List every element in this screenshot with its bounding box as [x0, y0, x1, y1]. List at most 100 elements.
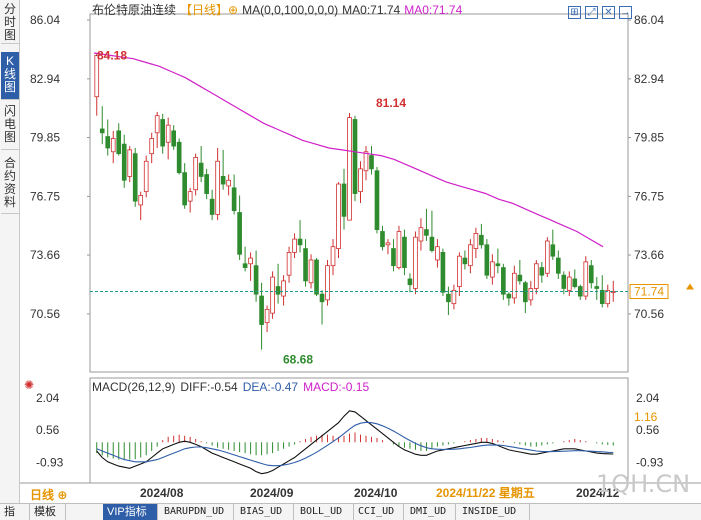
candle-body [297, 238, 303, 246]
macd-diff-value: 1.16 [634, 410, 658, 424]
current-price-label: 71.74 [634, 284, 664, 298]
candle-body [566, 276, 572, 291]
tab-cci[interactable]: CCI_UD [354, 504, 404, 520]
y-tick-label-right: 86.04 [634, 13, 664, 27]
candle-body [314, 259, 319, 295]
candle-body [550, 244, 556, 257]
candle-body [209, 198, 215, 215]
macd-y-label-left: 2.04 [36, 391, 60, 405]
candle-body [220, 176, 226, 185]
candle-body [468, 244, 473, 267]
period-button[interactable]: 日线 ⊕ [30, 488, 68, 502]
side-tab-contract-info[interactable]: 合约资料 [1, 154, 19, 214]
candle-body [242, 263, 248, 268]
main-frame [89, 13, 629, 373]
candle-body [588, 265, 594, 284]
macd-dea-line [96, 421, 614, 467]
window-controls: ⊞ ⤢ ✕ → [568, 2, 636, 19]
current-price-box [629, 283, 669, 299]
y-tick-label-left: 70.56 [30, 307, 60, 321]
side-tabs: 分时图 K线图 闪电图 合约资料 [0, 0, 20, 503]
instrument-title: 布伦特原油连续 [92, 3, 177, 17]
candle-body [341, 183, 347, 217]
tab-boll[interactable]: BOLL_UD [296, 504, 354, 520]
add-indicator-icon[interactable]: ⊕ [228, 3, 239, 17]
annotation-low: 68.68 [283, 353, 313, 367]
y-tick-label-right: 76.75 [634, 189, 664, 203]
annotation-peak: 81.14 [376, 96, 406, 110]
candle-body [512, 272, 517, 299]
side-tab-kline[interactable]: K线图 [1, 52, 19, 100]
candle-body [539, 267, 545, 276]
tab-templates[interactable]: 模板 [30, 504, 66, 520]
candle-body [259, 295, 264, 325]
macd-y-label-left: 0.56 [36, 423, 60, 437]
candle-body [352, 119, 358, 194]
close-icon[interactable]: ✕ [602, 6, 615, 19]
y-tick-label-left: 73.66 [30, 248, 60, 262]
candle-body [402, 236, 407, 268]
axis-labels: 86.04 86.04 82.94 82.94 79.85 79.85 76.75 76.75… [30, 13, 664, 500]
macd-y-label-right: 0.56 [636, 423, 660, 437]
candle-body [160, 119, 166, 147]
candle-body [308, 259, 314, 284]
side-tab-timeshare[interactable]: 分时图 [1, 0, 19, 44]
macd-y-label-left: -0.93 [36, 455, 64, 469]
candle-body [121, 143, 127, 181]
tab-barupdn[interactable]: BARUPDN_UD [160, 504, 234, 520]
candle-body [495, 263, 501, 267]
candle-body [385, 242, 391, 246]
ma-value: MA0:71.74 [342, 3, 401, 17]
x-axis-label: 2024/09 [250, 486, 294, 500]
candle-body [501, 267, 506, 295]
bottom-tabs: 指标 模板 VIP指标 BARUPDN_UD BIAS_UD BOLL_UD C… [0, 503, 701, 520]
tab-bias[interactable]: BIAS_UD [236, 504, 294, 520]
candle-body [110, 138, 116, 153]
candle-body [204, 174, 209, 194]
candle-body [544, 240, 550, 274]
candle-body [292, 238, 297, 253]
candle-body [319, 293, 325, 303]
candle-body [599, 289, 605, 305]
candle-body [330, 246, 336, 267]
candle-body [446, 293, 451, 303]
tab-dmi[interactable]: DMI_UD [406, 504, 456, 520]
candle-body [418, 227, 424, 242]
side-tab-flash[interactable]: 闪电图 [1, 102, 19, 150]
candle-body [347, 117, 352, 221]
arrow-right-icon[interactable]: → [619, 6, 632, 19]
expand-icon[interactable]: ⤢ [585, 6, 598, 19]
settings-icon[interactable]: ✺ [24, 378, 35, 392]
x-axis-label: 2024/11/22 星期五 [436, 485, 535, 500]
candle-body [281, 280, 286, 297]
chart-canvas: 71.74 86.04 86.04 82.94 82.94 79.85 79.85 76.7… [20, 13, 701, 500]
y-tick-label-left: 82.94 [30, 72, 60, 86]
candle-body [138, 195, 144, 206]
tab-indicators[interactable]: 指标 [0, 504, 30, 520]
candle-body [380, 231, 385, 248]
candle-body [264, 308, 270, 324]
candle-body [193, 157, 198, 191]
tab-inside[interactable]: INSIDE_UD [458, 504, 530, 520]
macd-diff-line [96, 410, 614, 475]
y-tick-label-right: 70.56 [634, 307, 664, 321]
macd-layer: 2.04 2.04 0.56 0.56 -0.93 -0.93 1.16 [36, 391, 664, 475]
candle-body [363, 151, 369, 172]
candle-body [528, 288, 534, 301]
candle-body [215, 160, 220, 215]
candle-body [358, 168, 363, 193]
candle-body [253, 265, 259, 295]
period-tag[interactable]: 【日线】 [180, 3, 229, 17]
tab-vip-indicators[interactable]: VIP指标 [103, 504, 158, 520]
grid-icon[interactable]: ⊞ [568, 6, 581, 19]
candle-body [457, 255, 462, 287]
candle-body [231, 187, 237, 212]
candle-body [270, 276, 275, 314]
candle-body [116, 130, 122, 155]
candle-body [182, 172, 187, 206]
candle-body [127, 149, 133, 177]
candle-body [396, 231, 402, 268]
y-tick-label-left: 86.04 [30, 13, 60, 27]
macd-value: MACD:-0.15 [303, 380, 370, 394]
candle-body [336, 183, 341, 249]
